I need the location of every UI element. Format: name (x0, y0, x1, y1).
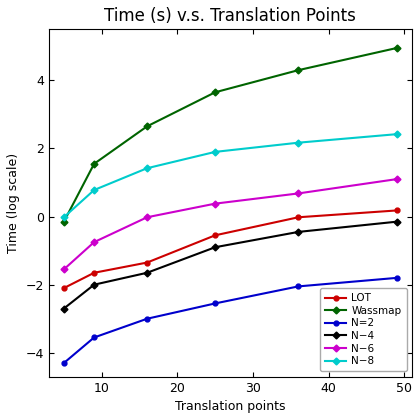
N=2 (61, 360, 66, 365)
X-axis label: Translation points: Translation points (175, 400, 286, 413)
Title: Time (s) v.s. Translation Points: Time (s) v.s. Translation Points (104, 7, 356, 25)
Wassmap (92, 161, 97, 166)
N−4 (144, 270, 150, 275)
N=2 (394, 276, 399, 281)
Wassmap (296, 68, 301, 73)
Line: LOT: LOT (61, 208, 399, 291)
N−4 (394, 219, 399, 224)
N=2 (213, 301, 218, 306)
Wassmap (394, 45, 399, 50)
Line: N=2: N=2 (61, 276, 399, 365)
Line: N−6: N−6 (61, 177, 399, 272)
Line: Wassmap: Wassmap (61, 46, 399, 224)
N−6 (296, 191, 301, 196)
N−4 (61, 306, 66, 311)
N−6 (144, 215, 150, 220)
LOT (144, 260, 150, 265)
N−8 (213, 150, 218, 155)
N=2 (92, 335, 97, 340)
N=2 (144, 316, 150, 321)
LOT (296, 215, 301, 220)
LOT (394, 208, 399, 213)
N−8 (394, 131, 399, 136)
LOT (92, 270, 97, 275)
Y-axis label: Time (log scale): Time (log scale) (7, 153, 20, 253)
N−6 (61, 267, 66, 272)
Wassmap (213, 90, 218, 95)
Legend: LOT, Wassmap, N=2, N−4, N−6, N−8: LOT, Wassmap, N=2, N−4, N−6, N−8 (320, 288, 407, 371)
N=2 (296, 284, 301, 289)
N−4 (92, 282, 97, 287)
N−8 (92, 187, 97, 192)
Line: N−4: N−4 (61, 219, 399, 311)
Line: N−8: N−8 (61, 132, 399, 220)
N−8 (144, 166, 150, 171)
Wassmap (144, 124, 150, 129)
N−6 (213, 201, 218, 206)
N−4 (296, 229, 301, 234)
N−4 (213, 245, 218, 250)
N−6 (92, 239, 97, 244)
LOT (61, 286, 66, 291)
N−6 (394, 176, 399, 181)
LOT (213, 233, 218, 238)
N−8 (61, 215, 66, 220)
N−8 (296, 140, 301, 145)
Wassmap (61, 219, 66, 224)
